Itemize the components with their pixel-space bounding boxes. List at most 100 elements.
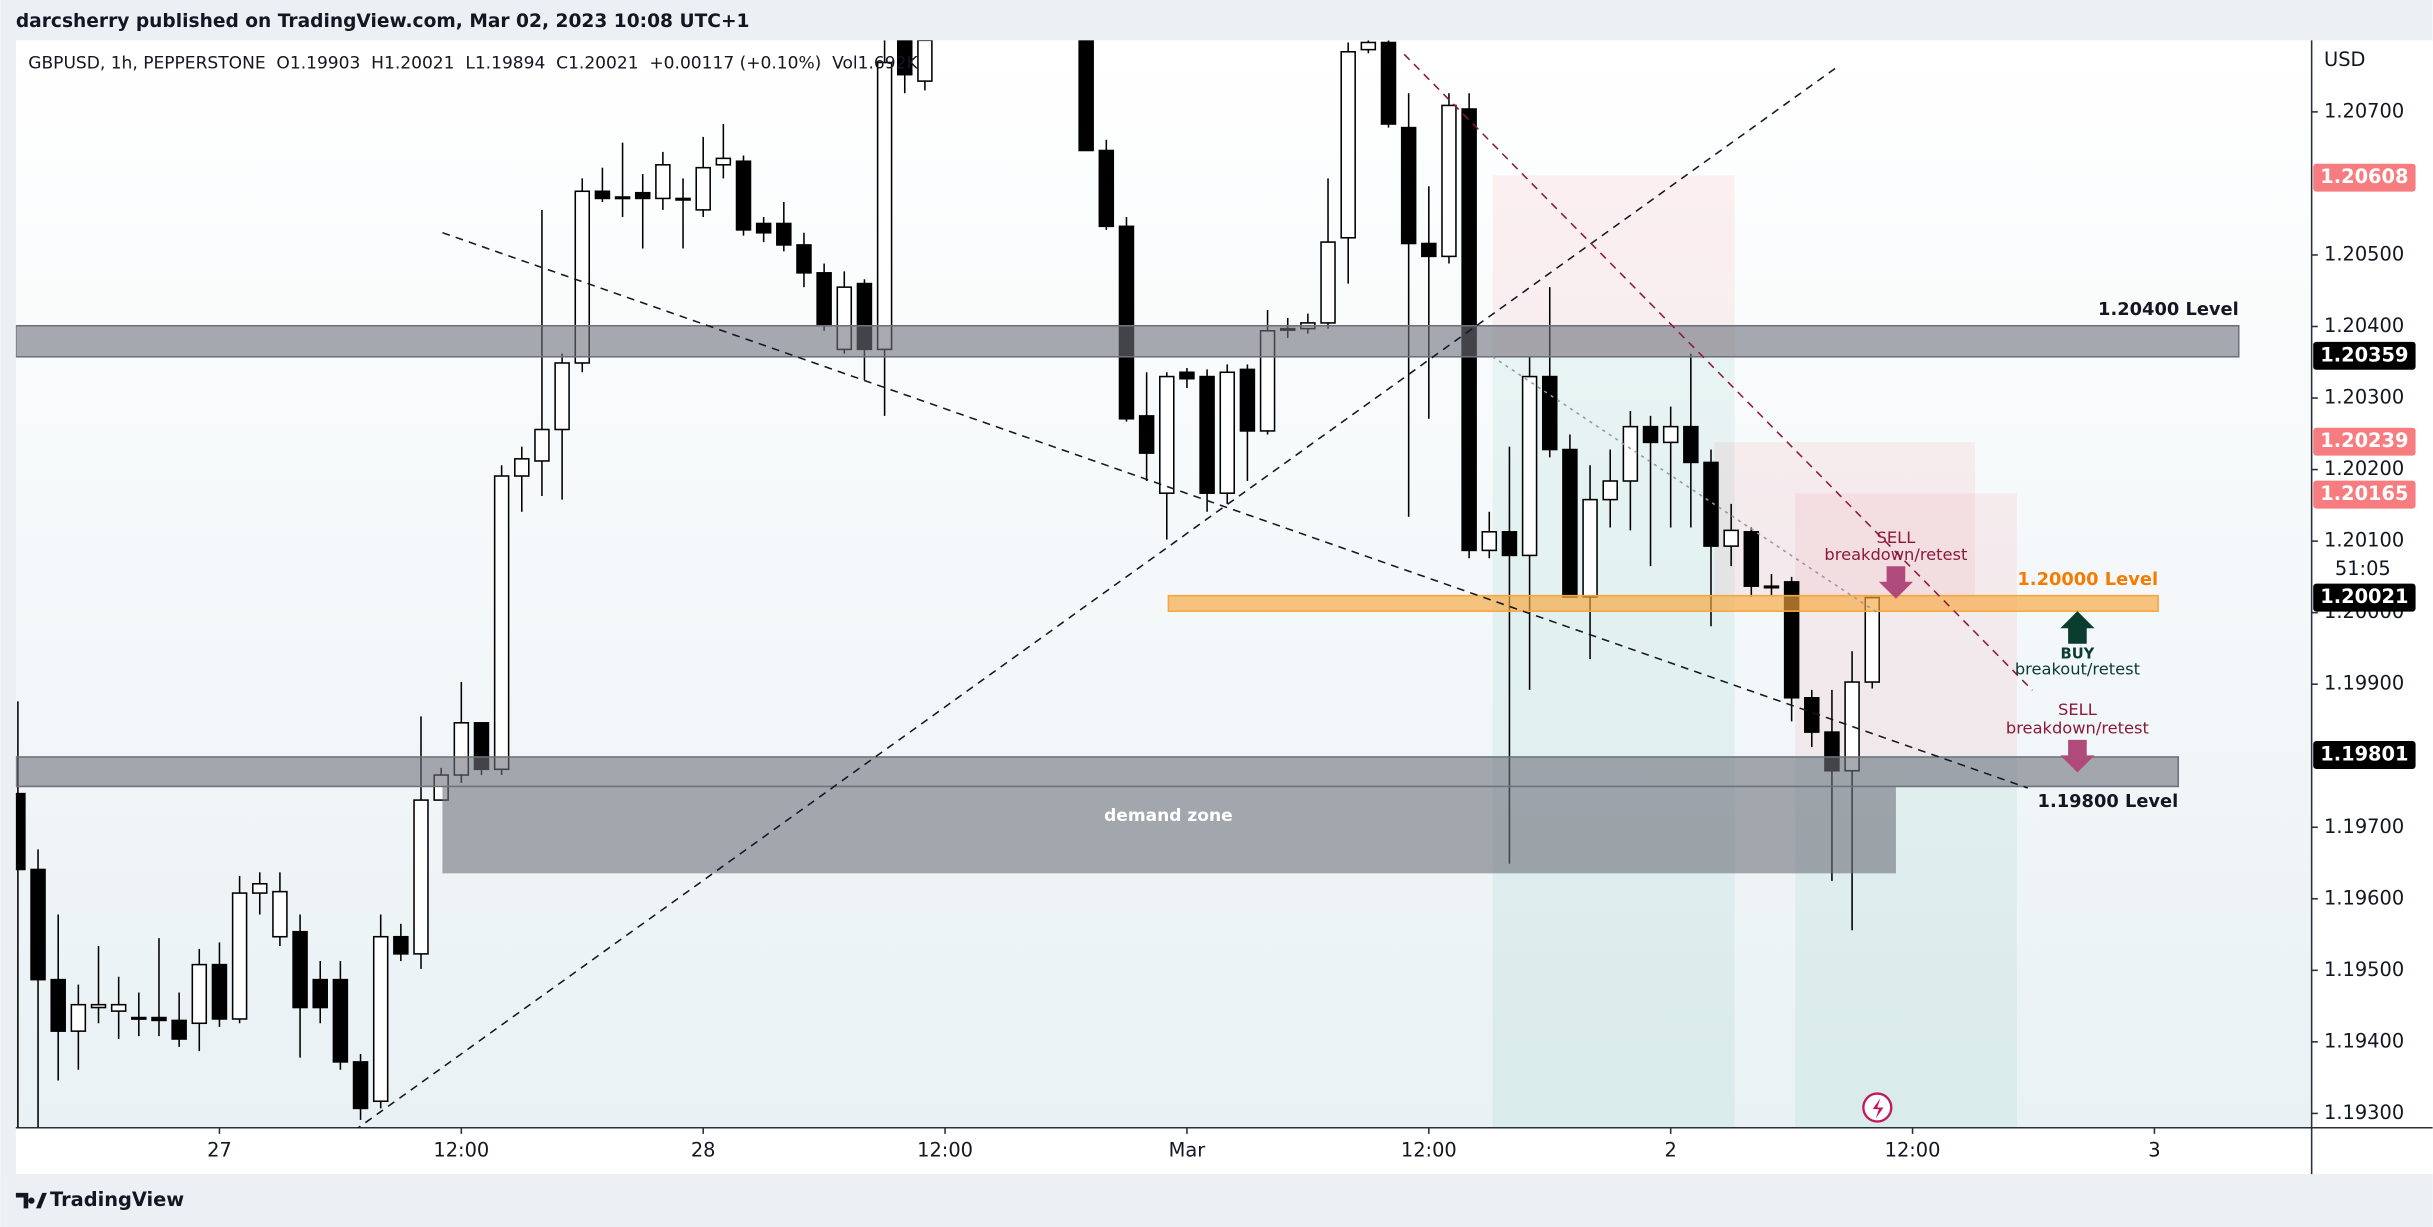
level-zone [15, 324, 2240, 358]
x-tick-label: 3 [2148, 1138, 2160, 1161]
candle-body [1421, 242, 1437, 258]
candle-body [1400, 126, 1417, 245]
y-tick-label: 1.19300 [2324, 1101, 2404, 1124]
candle-body [1481, 531, 1498, 552]
candle-body [1179, 371, 1195, 380]
candle-body [1219, 371, 1236, 494]
candle-body [1683, 425, 1699, 464]
candle-body [393, 935, 409, 955]
candle-body [695, 166, 711, 211]
candle-body [413, 799, 429, 955]
drawings-front [15, 53, 2240, 1128]
price-badge-label: 1.20359 [2320, 343, 2408, 366]
candle-body [15, 792, 26, 871]
candle-body [1340, 51, 1356, 239]
candle-body [1703, 461, 1719, 547]
price-badge [2313, 427, 2416, 456]
y-tick-label: 1.19600 [2324, 886, 2404, 909]
annotation: SELL [1877, 528, 1916, 547]
candle-body [131, 1016, 147, 1020]
x-tick-label: 2 [1665, 1138, 1677, 1161]
candle-body [30, 868, 46, 981]
candle-body [1662, 425, 1679, 444]
candle-body [1743, 531, 1760, 587]
candle-body [574, 190, 591, 364]
candle-body [1199, 375, 1215, 494]
currency: USD [2324, 48, 2365, 71]
level-label: 1.19800 Level [2038, 791, 2179, 812]
candle-body [1804, 696, 1820, 733]
footer [0, 1174, 2433, 1227]
candle-body [675, 197, 691, 201]
candle-body [1541, 375, 1558, 451]
price-badge-label: 1.20165 [2320, 482, 2408, 505]
candle-body [1118, 225, 1135, 420]
candle-body [110, 1003, 127, 1012]
candle-body [554, 362, 570, 431]
arrow-up [2060, 611, 2095, 644]
annotation: BUY [2060, 646, 2094, 663]
candle-body [816, 272, 832, 327]
candle-body [917, 40, 933, 82]
price-badge [2313, 163, 2416, 192]
candle-body [272, 890, 288, 938]
candle-body [252, 882, 268, 894]
price-badge [2313, 341, 2416, 370]
price-badge [2313, 583, 2416, 612]
candle-body [796, 244, 812, 274]
y-tick-label: 1.20700 [2324, 99, 2404, 122]
level-label: 1.20000 Level [2017, 569, 2158, 590]
y-tick-label: 1.19400 [2324, 1029, 2404, 1052]
candle-body [1763, 585, 1780, 589]
price-badge-label: 1.19801 [2320, 743, 2408, 766]
candle-body [534, 428, 550, 462]
price-badge [2313, 741, 2416, 769]
candle-body [1380, 41, 1397, 125]
axis-labels: 1.19300 1.19400 1.19500 1.19600 1.19700 1.199… [207, 99, 2416, 1161]
candle-body [634, 191, 651, 200]
y-tick-label: 1.20300 [2324, 386, 2404, 409]
candle-body [70, 1003, 87, 1032]
event-icon-bolt [1872, 1098, 1884, 1119]
y-tick-label: 1.20200 [2324, 457, 2404, 480]
arrow-down [2060, 739, 2095, 773]
candle-body [50, 978, 66, 1032]
brand-logo [15, 1192, 47, 1209]
candle-body [191, 963, 208, 1025]
candle-body [655, 164, 671, 200]
candle-body [352, 1061, 369, 1110]
zone-label: demand zone [1104, 806, 1233, 826]
candle-body [332, 978, 349, 1063]
y-tick-label: 1.19700 [2324, 815, 2404, 838]
candle-body [231, 892, 248, 1020]
candle-body [292, 930, 308, 1009]
candle-body [1723, 529, 1739, 547]
candle-body [1521, 375, 1538, 557]
candle-body [151, 1016, 167, 1022]
candle-body [776, 222, 792, 246]
y-tick-label: 1.20500 [2324, 242, 2404, 265]
price-badge-label: 1.20239 [2320, 429, 2408, 452]
candle-body [211, 963, 228, 1020]
annotation: breakout/retest [2015, 660, 2140, 679]
candle-body [1239, 368, 1256, 432]
candle-body [493, 475, 510, 771]
candle-body [896, 40, 913, 76]
level-zone [15, 756, 2180, 788]
candle-body [876, 61, 893, 351]
candle-body [755, 222, 772, 234]
y-tick-label: 1.19500 [2324, 958, 2404, 981]
y-tick-label: 1.19900 [2324, 672, 2404, 695]
price-badge [2313, 480, 2416, 509]
candle-body [171, 1019, 187, 1040]
x-tick-label: 12:00 [1885, 1138, 1941, 1161]
x-tick-label: 12:00 [917, 1138, 973, 1161]
price-badge-label: 1.20021 [2320, 585, 2408, 608]
x-tick-label: 12:00 [1401, 1138, 1457, 1161]
candle-body [1360, 41, 1377, 51]
candle-body [614, 196, 631, 200]
candle-body [1622, 425, 1639, 482]
candle-body [594, 190, 611, 200]
candle-body [372, 935, 389, 1103]
trend-line [357, 67, 1836, 1128]
